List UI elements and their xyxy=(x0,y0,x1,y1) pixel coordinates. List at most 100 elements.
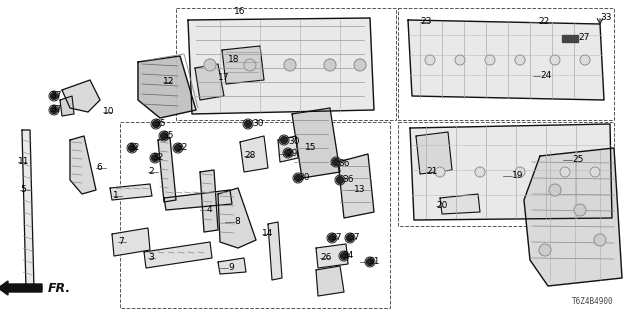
Circle shape xyxy=(515,167,525,177)
Text: 36: 36 xyxy=(342,175,353,185)
Polygon shape xyxy=(218,258,246,274)
Polygon shape xyxy=(144,242,212,268)
Circle shape xyxy=(328,235,335,242)
Text: 12: 12 xyxy=(163,77,174,86)
Circle shape xyxy=(51,107,58,114)
Polygon shape xyxy=(316,266,344,296)
Text: 21: 21 xyxy=(426,167,437,177)
Text: 37: 37 xyxy=(50,106,61,115)
Circle shape xyxy=(580,55,590,65)
Text: 32: 32 xyxy=(152,154,163,163)
Bar xyxy=(398,122,614,226)
Text: 14: 14 xyxy=(262,229,273,238)
Text: 31: 31 xyxy=(368,258,380,267)
Circle shape xyxy=(574,204,586,216)
Polygon shape xyxy=(222,46,264,84)
Text: 10: 10 xyxy=(103,108,115,116)
Polygon shape xyxy=(164,190,232,210)
Polygon shape xyxy=(416,132,452,174)
Text: 23: 23 xyxy=(420,18,431,27)
Bar xyxy=(176,8,396,120)
Text: 37: 37 xyxy=(50,92,61,100)
Text: 24: 24 xyxy=(540,71,551,81)
Circle shape xyxy=(333,158,339,165)
Polygon shape xyxy=(268,222,282,280)
Circle shape xyxy=(129,145,136,151)
Circle shape xyxy=(560,167,570,177)
Text: 13: 13 xyxy=(354,186,365,195)
Circle shape xyxy=(485,55,495,65)
Polygon shape xyxy=(410,124,612,220)
Text: 8: 8 xyxy=(234,218,240,227)
Circle shape xyxy=(354,59,366,71)
Circle shape xyxy=(515,55,525,65)
Circle shape xyxy=(590,167,600,177)
Text: 30: 30 xyxy=(298,173,310,182)
Circle shape xyxy=(285,149,291,156)
Text: 25: 25 xyxy=(572,156,584,164)
Text: 20: 20 xyxy=(436,202,447,211)
FancyArrow shape xyxy=(0,281,42,295)
Text: 30: 30 xyxy=(252,119,264,129)
Polygon shape xyxy=(408,20,604,100)
Text: 28: 28 xyxy=(244,151,255,161)
Polygon shape xyxy=(158,138,176,202)
Circle shape xyxy=(244,121,252,127)
Text: 18: 18 xyxy=(228,55,239,65)
Text: 37: 37 xyxy=(348,234,360,243)
Circle shape xyxy=(280,137,287,143)
Circle shape xyxy=(337,177,344,183)
Circle shape xyxy=(346,235,353,242)
Circle shape xyxy=(161,132,168,140)
Text: 1: 1 xyxy=(113,191,119,201)
Circle shape xyxy=(204,59,216,71)
Text: 33: 33 xyxy=(600,13,611,22)
Circle shape xyxy=(340,252,348,260)
Text: 6: 6 xyxy=(96,164,102,172)
Text: 4: 4 xyxy=(207,205,212,214)
Circle shape xyxy=(475,167,485,177)
Polygon shape xyxy=(70,136,96,194)
Text: 29: 29 xyxy=(286,149,298,158)
Text: 35: 35 xyxy=(154,119,166,129)
Polygon shape xyxy=(292,108,340,178)
Circle shape xyxy=(51,92,58,100)
Polygon shape xyxy=(110,184,152,200)
Polygon shape xyxy=(62,80,100,112)
Text: 32: 32 xyxy=(128,143,140,153)
Polygon shape xyxy=(138,56,196,118)
Polygon shape xyxy=(440,194,480,214)
Text: 11: 11 xyxy=(18,157,29,166)
Text: 30: 30 xyxy=(288,138,300,147)
Text: 19: 19 xyxy=(512,172,524,180)
Text: 36: 36 xyxy=(338,159,349,169)
Text: T6Z4B4900: T6Z4B4900 xyxy=(572,297,614,306)
Circle shape xyxy=(367,259,374,266)
Polygon shape xyxy=(200,170,218,232)
Text: 9: 9 xyxy=(228,263,234,273)
Circle shape xyxy=(435,167,445,177)
Text: 15: 15 xyxy=(305,143,317,153)
Polygon shape xyxy=(195,64,224,100)
Text: FR.: FR. xyxy=(48,282,71,294)
Polygon shape xyxy=(218,188,256,248)
Polygon shape xyxy=(338,154,374,218)
Polygon shape xyxy=(60,96,74,116)
Bar xyxy=(562,35,578,42)
Circle shape xyxy=(455,55,465,65)
Circle shape xyxy=(175,145,182,151)
Text: 37: 37 xyxy=(330,234,342,243)
Polygon shape xyxy=(278,136,298,162)
Polygon shape xyxy=(316,244,348,268)
Circle shape xyxy=(284,59,296,71)
Text: 3: 3 xyxy=(148,253,154,262)
Circle shape xyxy=(539,244,551,256)
Text: 34: 34 xyxy=(342,252,353,260)
Bar xyxy=(120,122,390,308)
Text: 16: 16 xyxy=(234,7,246,17)
Text: 32: 32 xyxy=(176,143,188,153)
Text: 26: 26 xyxy=(320,253,332,262)
Circle shape xyxy=(152,155,159,162)
Circle shape xyxy=(549,184,561,196)
Text: 27: 27 xyxy=(578,34,589,43)
